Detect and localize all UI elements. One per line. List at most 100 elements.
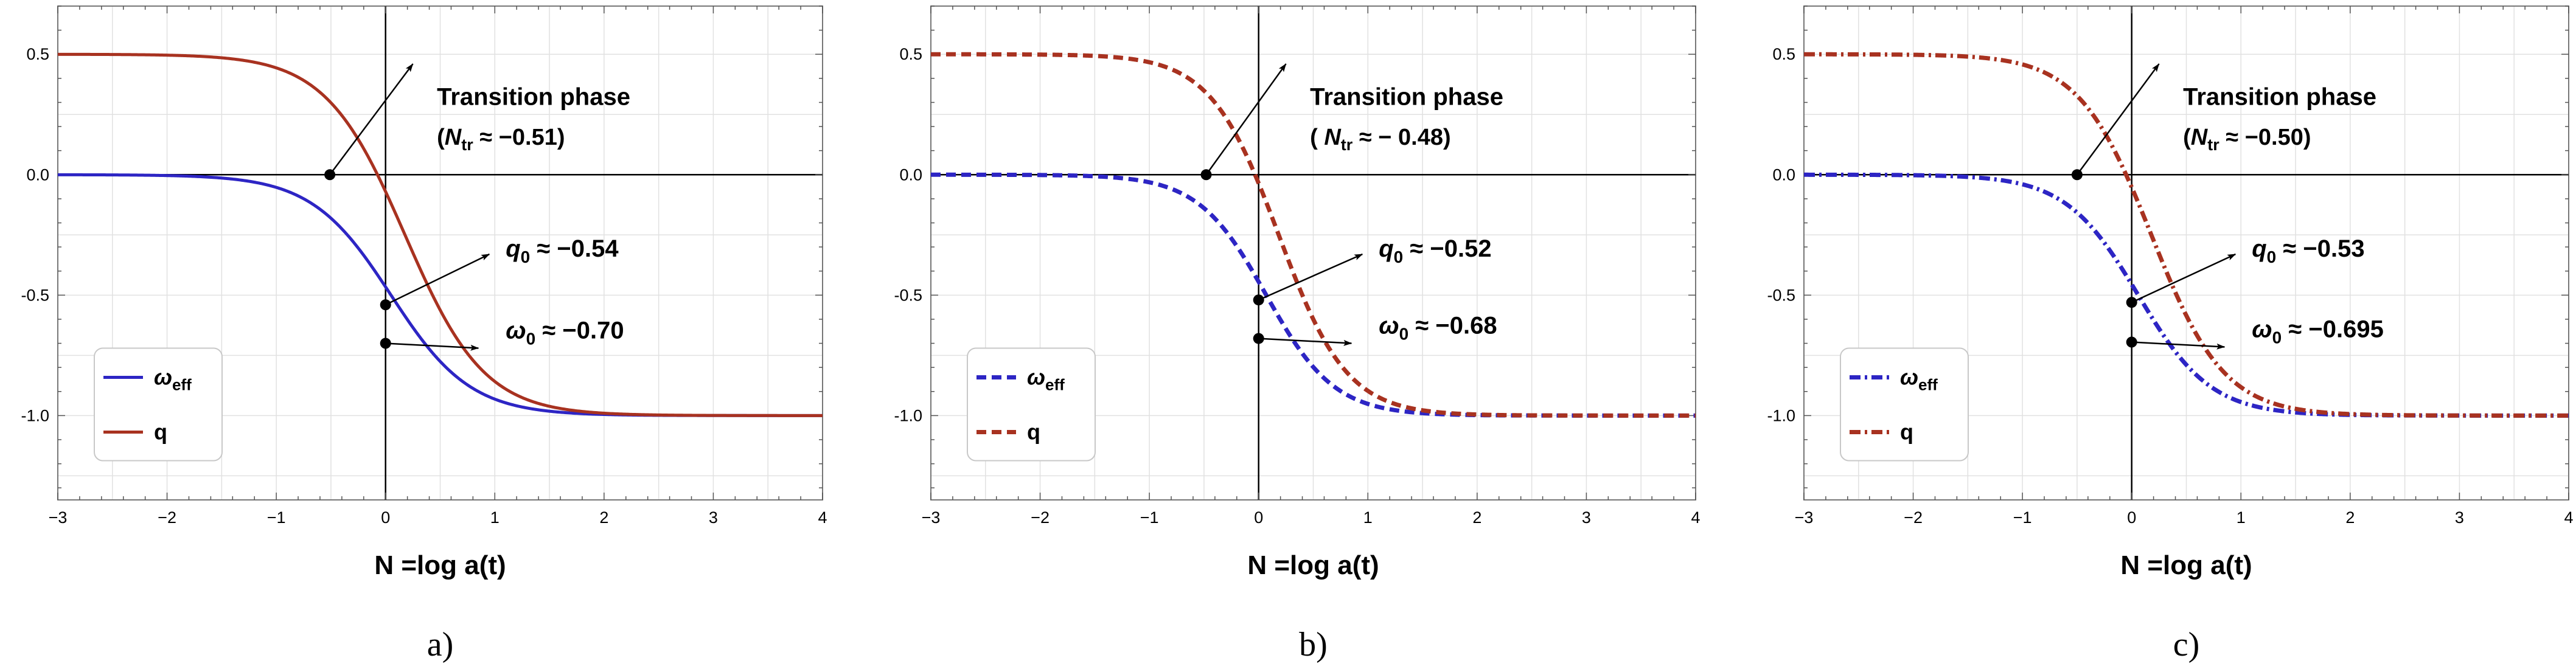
x-tick-label: 0 [2127,508,2136,527]
q0-arrow [385,253,490,306]
series-line-q [57,52,823,417]
x-tick-label: 0 [1254,508,1263,527]
x-tick-label: 3 [2455,508,2464,527]
w0-label: ω0 ≈ −0.70 [506,317,624,348]
transition-arrow [1205,63,1287,175]
x-tick-label: 3 [709,508,718,527]
legend-subscript: eff [1045,375,1065,393]
q0-rest: ≈ −0.53 [2276,235,2364,262]
transition-open-paren: ( [1310,125,1324,150]
legend-subscript: eff [172,375,192,393]
w0-arrow [385,342,479,351]
transition-open-paren: ( [437,125,445,150]
w0-rest: ≈ −0.68 [1408,313,1497,339]
x-tick-label: 1 [2237,508,2246,527]
x-axis-label: N =log a(t) [1247,550,1379,580]
x-tick-label: 1 [490,508,500,527]
x-tick-label: −3 [49,508,68,527]
q0-label: q0 ≈ −0.53 [2252,235,2364,266]
chart-panel-2: −3 −2 −1 0 1 2 3 4 0.5 0.0 -0.5 -1.0 N =log a(t) b) Tr… [894,5,1701,663]
legend-name: ω [1027,364,1045,389]
y-tick-label: 0.5 [1772,45,1795,63]
y-tick-label: 0.0 [899,165,922,184]
y-tick-label: -0.5 [1767,286,1795,304]
legend-name: q [1900,419,1913,444]
w0-arrow [1258,338,1352,346]
x-tick-label: 2 [1472,508,1481,527]
transition-point [324,169,336,181]
y-tick-label: -1.0 [1767,406,1795,424]
transition-symbol: N [445,125,462,150]
q0-rest: ≈ −0.54 [530,235,619,262]
panel-caption: a) [427,626,454,663]
x-tick-label: −1 [267,508,286,527]
x-tick-label: −1 [2013,508,2032,527]
chart-panel-1: −3 −2 −1 0 1 2 3 4 0.5 0.0 -0.5 -1.0 N =log a(t) a) Tr… [21,5,827,663]
transition-arrow [2076,63,2160,176]
y-tick-label: -0.5 [894,286,922,304]
transition-symbol: N [1324,125,1342,150]
w0-symbol: ω [2252,316,2272,343]
x-tick-label: 3 [1582,508,1591,527]
x-tick-label: 2 [599,508,608,527]
panel-caption: c) [2173,626,2200,663]
y-tick-label: 0.5 [899,45,922,63]
w0-subscript: 0 [2272,328,2282,347]
y-tick-label: 0.0 [26,165,49,184]
x-axis-label: N =log a(t) [2120,550,2252,580]
w0-rest: ≈ −0.70 [535,317,624,344]
w0-rest: ≈ −0.695 [2282,316,2384,343]
legend-label-q: q [1027,419,1040,444]
transition-arrow [329,63,414,176]
series-line-q [1804,52,2569,418]
transition-subscript: tr [1341,136,1353,154]
q0-subscript: 0 [1394,248,1404,266]
w0-symbol: ω [1379,313,1399,339]
transition-value: ( Ntr ≈ − 0.48) [1310,125,1451,154]
transition-rest: ≈ −0.51) [473,125,565,150]
series-line-weff [1804,172,2569,418]
y-tick-label: 0.0 [1772,165,1795,184]
w0-point [2126,336,2137,348]
w0-point [380,338,391,349]
x-tick-label: −2 [1031,508,1050,527]
w0-subscript: 0 [1399,325,1409,344]
transition-point [2071,169,2083,181]
transition-subscript: tr [461,136,473,154]
legend-name: ω [154,364,172,389]
x-tick-label: 4 [1691,508,1700,527]
q0-point [2126,297,2137,308]
y-tick-label: -1.0 [894,406,922,424]
transition-open-paren: ( [2183,125,2191,150]
series-line-q [931,52,1696,418]
legend: ωeff q [94,347,223,462]
legend-label-q: q [1900,419,1913,444]
transition-symbol: N [2191,125,2209,150]
legend-name: q [1027,419,1040,444]
x-tick-label: 2 [2345,508,2355,527]
q0-arrow [2131,253,2237,303]
legend-name: ω [1900,364,1918,389]
transition-rest: ≈ −0.50) [2219,125,2311,150]
y-tick-label: -1.0 [21,406,49,424]
q0-subscript: 0 [2267,248,2277,266]
transition-title: Transition phase [1310,83,1503,110]
x-tick-label: 4 [2564,508,2573,527]
q0-point [380,299,391,311]
w0-point [1253,333,1264,344]
q0-label: q0 ≈ −0.54 [506,235,619,266]
x-tick-label: −2 [1904,508,1923,527]
transition-title: Transition phase [437,83,630,110]
x-tick-label: −2 [158,508,176,527]
plot-frame [1803,5,2569,501]
w0-symbol: ω [506,317,526,344]
legend-label-weff: ωeff [154,364,192,393]
y-tick-label: 0.5 [26,45,49,63]
q0-symbol: q [2252,235,2266,262]
transition-subscript: tr [2207,136,2219,154]
legend: ωeff q [967,347,1096,462]
x-tick-label: 1 [1363,508,1373,527]
transition-rest: ≈ − 0.48) [1352,125,1450,150]
transition-value: (Ntr ≈ −0.51) [437,125,565,154]
